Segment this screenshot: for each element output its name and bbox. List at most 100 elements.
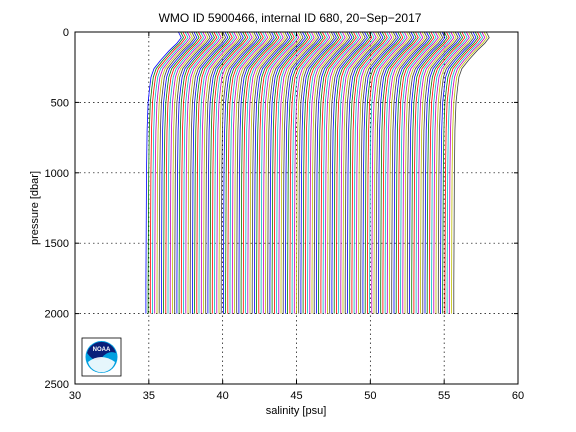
profile-series bbox=[145, 31, 490, 314]
profile-line bbox=[378, 31, 415, 314]
y-tick-label: 1000 bbox=[45, 168, 69, 180]
profile-line bbox=[333, 31, 371, 314]
profile-line bbox=[205, 31, 242, 314]
profile-line bbox=[442, 31, 479, 314]
profile-line bbox=[417, 31, 455, 314]
profile-line bbox=[198, 31, 235, 314]
profile-line bbox=[231, 31, 269, 314]
profile-line bbox=[154, 31, 191, 314]
profile-line bbox=[300, 31, 337, 314]
logo-text: NOAA bbox=[93, 347, 111, 353]
profile-line bbox=[240, 31, 278, 314]
profile-line bbox=[234, 31, 271, 314]
y-tick-label: 0 bbox=[63, 27, 69, 39]
profile-line bbox=[389, 31, 426, 314]
profile-line bbox=[444, 31, 481, 314]
profile-line bbox=[329, 31, 366, 314]
logo-upper bbox=[87, 341, 116, 361]
y-tick-label: 2500 bbox=[45, 379, 69, 391]
profile-line bbox=[247, 31, 284, 314]
profile-line bbox=[342, 31, 379, 314]
profile-line bbox=[183, 31, 220, 314]
profile-line bbox=[324, 31, 362, 314]
profile-line bbox=[351, 31, 388, 314]
profile-line bbox=[364, 31, 402, 314]
profile-line bbox=[331, 31, 368, 314]
profile-line bbox=[307, 31, 344, 314]
profile-line bbox=[147, 31, 184, 314]
profile-line bbox=[220, 31, 258, 314]
profile-line bbox=[149, 31, 187, 314]
x-tick-label: 60 bbox=[512, 390, 524, 402]
profile-line bbox=[302, 31, 340, 314]
x-tick-label: 55 bbox=[438, 390, 450, 402]
profile-line bbox=[451, 31, 488, 314]
profile-line bbox=[433, 31, 470, 314]
profile-line bbox=[271, 31, 309, 314]
profile-line bbox=[431, 31, 468, 314]
profile-line bbox=[163, 31, 200, 314]
profile-line bbox=[180, 31, 218, 314]
profile-line bbox=[260, 31, 297, 314]
profile-line bbox=[176, 31, 213, 314]
profile-line bbox=[426, 31, 464, 314]
profile-line bbox=[335, 31, 373, 314]
profile-line bbox=[293, 31, 331, 314]
y-tick-label: 2000 bbox=[45, 309, 69, 321]
profile-line bbox=[203, 31, 240, 314]
profile-line bbox=[282, 31, 320, 314]
profile-line bbox=[287, 31, 324, 314]
profile-line bbox=[207, 31, 244, 314]
profile-line bbox=[185, 31, 222, 314]
profile-line bbox=[258, 31, 295, 314]
profile-line bbox=[353, 31, 390, 314]
profile-line bbox=[249, 31, 286, 314]
profile-line bbox=[349, 31, 386, 314]
profile-line bbox=[156, 31, 193, 314]
profile-line bbox=[406, 31, 444, 314]
profile-line bbox=[236, 31, 273, 314]
profile-line bbox=[446, 31, 484, 314]
profile-line bbox=[402, 31, 439, 314]
profile-line bbox=[178, 31, 215, 314]
profile-line bbox=[267, 31, 304, 314]
profile-line bbox=[262, 31, 300, 314]
profile-line bbox=[315, 31, 353, 314]
profile-line bbox=[251, 31, 289, 314]
profile-line bbox=[344, 31, 382, 314]
profile-line bbox=[298, 31, 335, 314]
profile-line bbox=[413, 31, 450, 314]
profile-line bbox=[169, 31, 207, 314]
profile-line bbox=[225, 31, 262, 314]
profile-line bbox=[369, 31, 406, 314]
profile-line bbox=[253, 31, 291, 314]
profile-line bbox=[362, 31, 399, 314]
y-axis-title: pressure [dbar] bbox=[29, 171, 41, 245]
profile-line bbox=[409, 31, 446, 314]
profile-line bbox=[196, 31, 233, 314]
chart-title: WMO ID 5900466, internal ID 680, 20−Sep−… bbox=[159, 11, 422, 25]
profile-line bbox=[309, 31, 346, 314]
profile-line bbox=[211, 31, 249, 314]
profile-line bbox=[346, 31, 384, 314]
profile-line bbox=[158, 31, 196, 314]
profile-line bbox=[420, 31, 457, 314]
profile-line bbox=[289, 31, 326, 314]
profile-line bbox=[371, 31, 408, 314]
noaa-logo: NOAA bbox=[81, 337, 122, 377]
profile-line bbox=[269, 31, 306, 314]
profile-line bbox=[384, 31, 421, 314]
profile-line bbox=[280, 31, 317, 314]
profile-line bbox=[167, 31, 204, 314]
profile-line bbox=[187, 31, 224, 314]
y-tick-label: 1500 bbox=[45, 238, 69, 250]
profile-line bbox=[313, 31, 351, 314]
profile-line bbox=[395, 31, 433, 314]
x-axis-title: salinity [psu] bbox=[266, 405, 327, 417]
profile-line bbox=[214, 31, 251, 314]
profile-line bbox=[380, 31, 417, 314]
profile-line bbox=[355, 31, 393, 314]
x-tick-label: 40 bbox=[217, 390, 229, 402]
profile-line bbox=[165, 31, 202, 314]
profile-line bbox=[222, 31, 260, 314]
